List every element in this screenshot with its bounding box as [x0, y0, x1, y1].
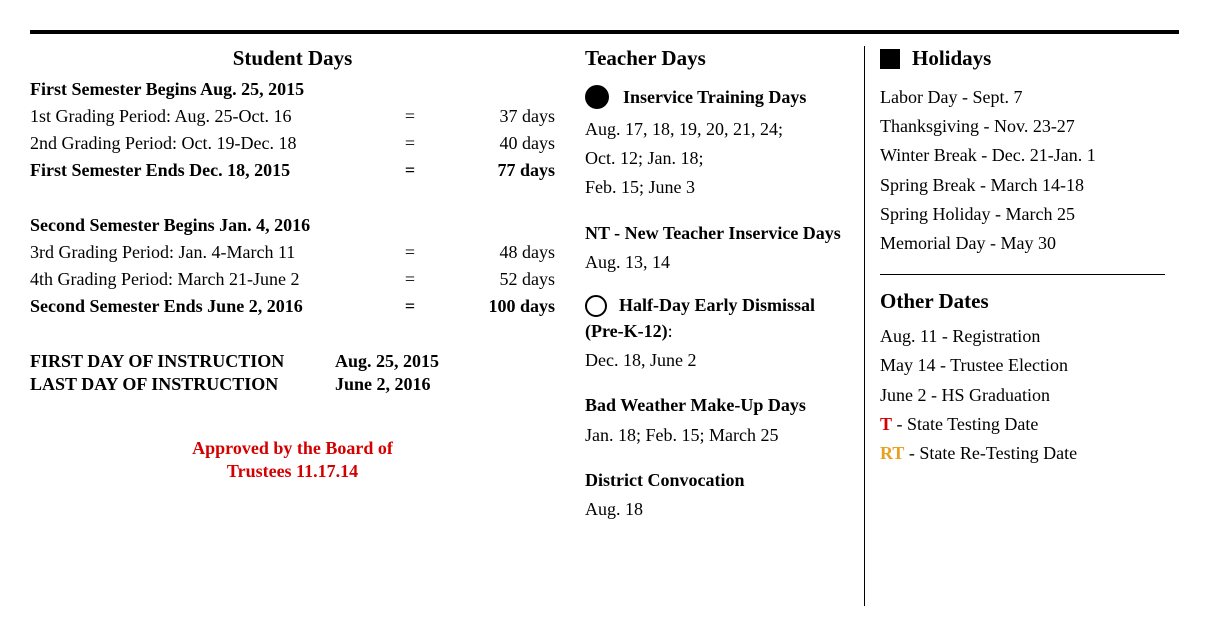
inservice-dates-3: Feb. 15; June 3 — [585, 175, 849, 200]
grading-days: 37 days — [435, 106, 555, 127]
grading-days: 48 days — [435, 242, 555, 263]
other-registration: Aug. 11 - Registration — [880, 324, 1165, 349]
filled-circle-icon — [585, 85, 609, 109]
grading-period-4: 4th Grading Period: March 21-June 2 = 52… — [30, 269, 555, 290]
halfday-section: Half-Day Early Dismissal (Pre-K-12): Dec… — [585, 295, 849, 373]
columns: Student Days First Semester Begins Aug. … — [30, 46, 1179, 606]
outline-circle-icon — [585, 295, 607, 317]
holiday-thanksgiving: Thanksgiving - Nov. 23-27 — [880, 114, 1165, 139]
inservice-heading-row: Inservice Training Days — [585, 85, 849, 109]
other-trustee-election: May 14 - Trustee Election — [880, 353, 1165, 378]
grading-label: 1st Grading Period: Aug. 25-Oct. 16 — [30, 106, 385, 127]
grading-label: First Semester Ends Dec. 18, 2015 — [30, 160, 385, 181]
inservice-dates-2: Oct. 12; Jan. 18; — [585, 146, 849, 171]
other-state-retesting: RT - State Re-Testing Date — [880, 441, 1165, 466]
halfday-sub: (Pre-K-12): — [585, 319, 849, 344]
first-day-instruction: FIRST DAY OF INSTRUCTION Aug. 25, 2015 — [30, 351, 555, 372]
grading-equals: = — [385, 242, 435, 263]
grading-label: Second Semester Ends June 2, 2016 — [30, 296, 385, 317]
approval-line-2: Trustees 11.17.14 — [227, 461, 358, 481]
divider — [880, 274, 1165, 275]
holiday-memorial-day: Memorial Day - May 30 — [880, 231, 1165, 256]
nt-dates: Aug. 13, 14 — [585, 250, 849, 275]
teacher-days-column: Teacher Days Inservice Training Days Aug… — [585, 46, 865, 606]
grading-period-1: 1st Grading Period: Aug. 25-Oct. 16 = 37… — [30, 106, 555, 127]
grading-days: 100 days — [435, 296, 555, 317]
holiday-spring-holiday: Spring Holiday - March 25 — [880, 202, 1165, 227]
grading-equals: = — [385, 296, 435, 317]
teacher-days-heading: Teacher Days — [585, 46, 849, 71]
grading-days: 40 days — [435, 133, 555, 154]
inservice-section: Inservice Training Days Aug. 17, 18, 19,… — [585, 85, 849, 201]
rt-desc: - State Re-Testing Date — [904, 443, 1077, 463]
rt-label: RT — [880, 443, 904, 463]
convocation-heading: District Convocation — [585, 468, 849, 493]
second-semester-begins: Second Semester Begins Jan. 4, 2016 — [30, 215, 555, 236]
nt-section: NT - New Teacher Inservice Days Aug. 13,… — [585, 221, 849, 275]
grading-label: 4th Grading Period: March 21-June 2 — [30, 269, 385, 290]
instruction-date: Aug. 25, 2015 — [335, 351, 439, 372]
other-state-testing: T - State Testing Date — [880, 412, 1165, 437]
instruction-label: LAST DAY OF INSTRUCTION — [30, 374, 335, 395]
grading-equals: = — [385, 160, 435, 181]
halfday-heading-row: Half-Day Early Dismissal — [585, 295, 849, 317]
grading-period-2: 2nd Grading Period: Oct. 19-Dec. 18 = 40… — [30, 133, 555, 154]
instruction-label: FIRST DAY OF INSTRUCTION — [30, 351, 335, 372]
holiday-labor-day: Labor Day - Sept. 7 — [880, 85, 1165, 110]
last-day-instruction: LAST DAY OF INSTRUCTION June 2, 2016 — [30, 374, 555, 395]
spacer — [30, 323, 555, 351]
badweather-heading: Bad Weather Make-Up Days — [585, 393, 849, 418]
top-rule — [30, 30, 1179, 34]
holidays-column: Holidays Labor Day - Sept. 7 Thanksgivin… — [865, 46, 1165, 606]
badweather-dates: Jan. 18; Feb. 15; March 25 — [585, 423, 849, 448]
instruction-date: June 2, 2016 — [335, 374, 431, 395]
first-semester-ends: First Semester Ends Dec. 18, 2015 = 77 d… — [30, 160, 555, 181]
halfday-heading: Half-Day Early Dismissal — [619, 295, 815, 316]
approval-line-1: Approved by the Board of — [192, 438, 393, 458]
halfday-dates: Dec. 18, June 2 — [585, 348, 849, 373]
other-dates-heading: Other Dates — [880, 289, 1165, 314]
calendar-document: Student Days First Semester Begins Aug. … — [30, 30, 1179, 606]
square-icon — [880, 49, 900, 69]
convocation-section: District Convocation Aug. 18 — [585, 468, 849, 522]
holiday-winter-break: Winter Break - Dec. 21-Jan. 1 — [880, 143, 1165, 168]
grading-days: 52 days — [435, 269, 555, 290]
grading-equals: = — [385, 269, 435, 290]
grading-period-3: 3rd Grading Period: Jan. 4-March 11 = 48… — [30, 242, 555, 263]
second-semester-ends: Second Semester Ends June 2, 2016 = 100 … — [30, 296, 555, 317]
badweather-section: Bad Weather Make-Up Days Jan. 18; Feb. 1… — [585, 393, 849, 447]
grading-label: 2nd Grading Period: Oct. 19-Dec. 18 — [30, 133, 385, 154]
approval-text: Approved by the Board of Trustees 11.17.… — [30, 437, 555, 484]
student-days-column: Student Days First Semester Begins Aug. … — [30, 46, 585, 606]
inservice-dates-1: Aug. 17, 18, 19, 20, 21, 24; — [585, 117, 849, 142]
spacer — [30, 187, 555, 215]
convocation-dates: Aug. 18 — [585, 497, 849, 522]
t-desc: - State Testing Date — [892, 414, 1038, 434]
nt-heading: NT - New Teacher Inservice Days — [585, 221, 849, 246]
grading-label: 3rd Grading Period: Jan. 4-March 11 — [30, 242, 385, 263]
holiday-spring-break: Spring Break - March 14-18 — [880, 173, 1165, 198]
holidays-heading-row: Holidays — [880, 46, 1165, 71]
holidays-heading: Holidays — [912, 46, 991, 71]
inservice-heading: Inservice Training Days — [623, 87, 806, 108]
grading-equals: = — [385, 106, 435, 127]
other-hs-graduation: June 2 - HS Graduation — [880, 383, 1165, 408]
grading-days: 77 days — [435, 160, 555, 181]
student-days-heading: Student Days — [30, 46, 555, 71]
grading-equals: = — [385, 133, 435, 154]
first-semester-begins: First Semester Begins Aug. 25, 2015 — [30, 79, 555, 100]
t-label: T — [880, 414, 892, 434]
